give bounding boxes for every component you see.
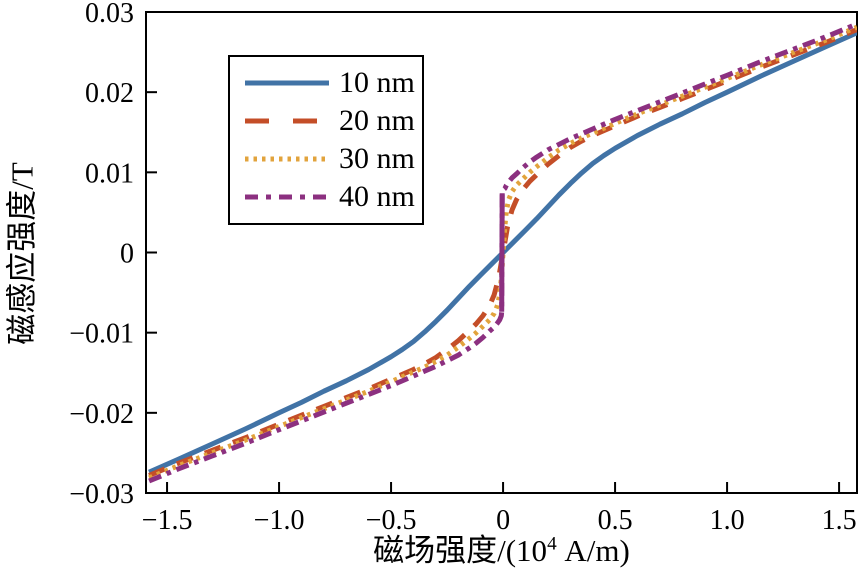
legend-item-20-nm: 20 nm: [243, 106, 422, 136]
legend-line-40-nm: [245, 194, 329, 200]
x-tick-label: 0.5: [598, 505, 633, 536]
x-axis-label-unit: A/m): [556, 533, 630, 568]
x-tick-label: 0: [496, 505, 510, 536]
y-tick-label: 0.01: [85, 158, 134, 189]
y-tick-label: 0: [120, 239, 134, 270]
legend-item-10-nm: 10 nm: [243, 68, 422, 98]
x-tick-label: −1.0: [254, 505, 305, 536]
legend-label-20-nm: 20 nm: [339, 104, 415, 137]
series-line-40-nm: [148, 21, 857, 484]
x-axis-label-text: 磁场强度/(10: [373, 533, 548, 568]
series-jump-40-nm: [499, 193, 505, 312]
y-axis-label: 磁感应强度/T: [4, 144, 40, 364]
x-axis-label: 磁场强度/(104 A/m): [146, 533, 857, 569]
legend-line-10-nm: [245, 80, 329, 86]
y-tick-label: −0.01: [69, 319, 134, 350]
x-axis-label-superscript: 4: [547, 533, 557, 555]
y-tick-label: −0.02: [69, 399, 134, 430]
x-tick-label: 1.5: [822, 505, 857, 536]
y-tick-label: 0.02: [85, 78, 134, 109]
legend-item-30-nm: 30 nm: [243, 144, 422, 174]
x-tick-label: −1.5: [142, 505, 193, 536]
legend-line-30-nm: [245, 156, 329, 162]
y-tick-label: −0.03: [69, 479, 134, 510]
x-tick-label: −0.5: [366, 505, 417, 536]
series-group: [148, 21, 857, 484]
legend-line-20-nm: [245, 118, 329, 124]
legend-label-10-nm: 10 nm: [339, 66, 415, 99]
legend-item-40-nm: 40 nm: [243, 182, 422, 212]
y-axis-label-text: 磁感应强度/T: [4, 162, 40, 345]
legend-label-40-nm: 40 nm: [339, 180, 415, 213]
x-tick-label: 1.0: [710, 505, 745, 536]
y-tick-label: 0.03: [85, 0, 134, 29]
legend: 10 nm 20 nm 30 nm 40 nm: [228, 55, 424, 225]
legend-label-30-nm: 30 nm: [339, 142, 415, 175]
